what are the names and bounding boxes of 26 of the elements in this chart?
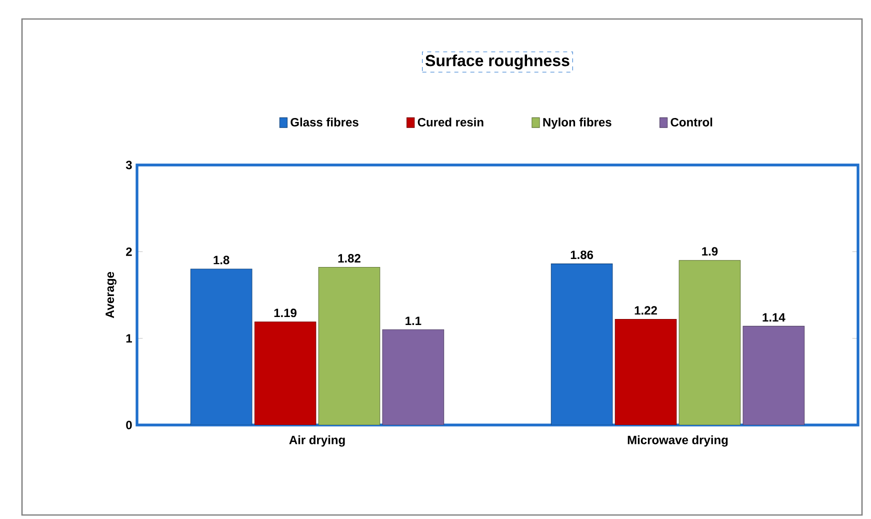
legend-label: Cured resin: [418, 118, 484, 126]
data-label: 1.8: [214, 256, 230, 264]
data-label: 1.86: [570, 250, 594, 260]
y-tick-label: 0: [126, 420, 132, 430]
bar: [382, 329, 444, 425]
legend-label: Glass fibres: [290, 118, 358, 126]
legend-label: Control: [670, 118, 712, 126]
chart-title: Surface roughness: [426, 54, 570, 70]
y-tick-label: 1: [126, 334, 132, 342]
data-label: 1.82: [338, 254, 360, 263]
bar: [614, 318, 677, 425]
bar: [742, 326, 805, 425]
y-tick-label: 2: [126, 247, 132, 256]
data-label: 1.19: [274, 308, 297, 318]
data-label: 1.9: [702, 247, 718, 256]
bar: [254, 322, 316, 425]
data-label: 1.14: [762, 313, 786, 322]
y-axis-title: Average: [106, 272, 116, 318]
x-tick-label: Air drying: [289, 435, 345, 447]
legend-label: Nylon fibres: [543, 118, 612, 129]
data-label: 1.22: [634, 306, 657, 315]
y-tick-label: 3: [126, 160, 132, 170]
x-tick-label: Microwave drying: [628, 435, 728, 447]
data-label: 1.1: [406, 316, 422, 325]
bar: [678, 260, 741, 425]
bar: [318, 266, 380, 425]
